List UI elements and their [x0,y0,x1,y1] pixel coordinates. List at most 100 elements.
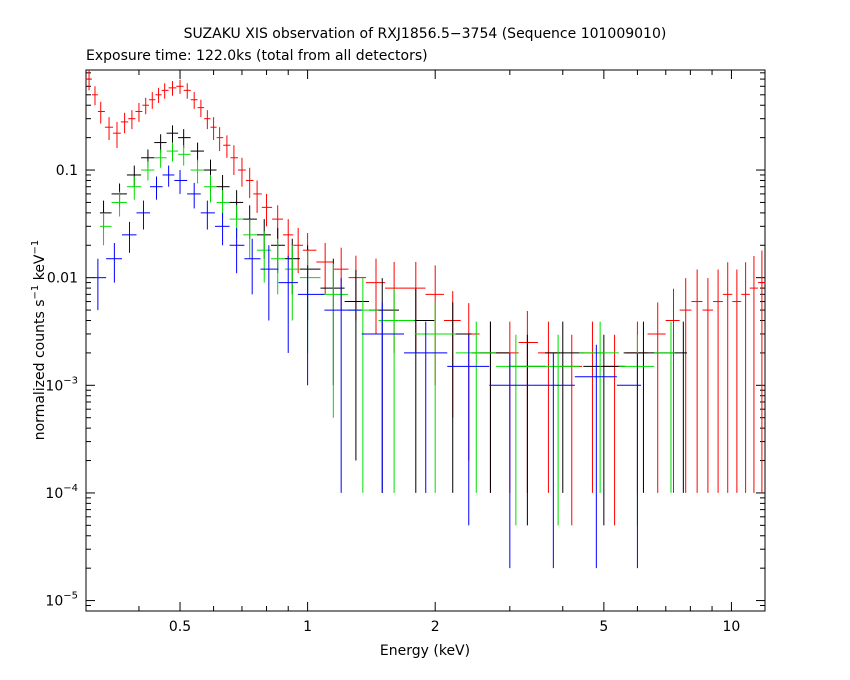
data-point [214,212,230,246]
y-axis-ticks: 10−5 10−4 10−3 0.01 0.1 [45,72,765,612]
data-point [210,117,217,141]
y-tick-label: 0.01 [47,271,78,287]
data-point [126,176,142,200]
data-point [712,269,723,493]
data-point [190,142,205,162]
data-point [174,170,188,194]
data-point [278,255,298,353]
data-point [316,242,334,295]
data-point [104,117,114,141]
data-point [378,288,415,493]
data-point [299,250,321,353]
y-axis-label-mid: keV [32,254,48,285]
data-point [187,182,201,209]
data-point [106,242,122,283]
y-axis-label-sup1: −1 [30,285,41,300]
data-point [722,262,733,493]
data-point [166,142,179,162]
y-axis-label-sup2: −1 [30,240,41,255]
data-point [583,334,624,526]
data-point [545,321,584,493]
data-point [162,165,175,187]
data-point [625,321,648,493]
data-point [168,81,177,96]
data-point [536,334,580,526]
data-point [204,174,217,203]
data-point [99,200,112,230]
data-point [244,238,261,295]
data-point [253,180,262,213]
data-point [141,161,155,181]
data-point [496,334,537,526]
y-tick-label: 10−5 [45,591,78,610]
data-point [385,261,405,353]
data-point [113,121,121,149]
data-point [691,269,703,493]
data-point [183,83,191,99]
data-point [574,344,617,569]
data-series-2 [99,125,687,526]
data-point [434,302,472,493]
data-point [161,83,169,99]
data-point [732,269,742,493]
data-point [403,321,448,493]
data-point [603,334,626,526]
data-point [297,265,325,386]
data-point [120,112,129,134]
data-point [190,159,205,184]
data-point [455,321,497,493]
data-point [531,353,575,569]
data-point [414,302,456,493]
data-point [176,79,184,94]
data-point [320,263,349,418]
x-axis-label: Energy (keV) [380,643,470,659]
data-point [293,227,303,274]
x-tick-label: 10 [723,619,741,635]
data-point [136,200,150,230]
data-point [204,110,211,130]
data-point [154,149,167,168]
data-point [679,278,692,493]
x-axis-ticks: 0.5 1 2 5 10 [85,70,741,635]
data-point [616,353,642,569]
data-point [282,219,294,259]
data-point [190,92,198,109]
data-point [223,135,231,158]
chart-subtitle: Exposure time: 122.0ks (total from all d… [86,48,428,64]
data-point [260,245,279,321]
data-point [447,334,490,526]
data-point [92,86,98,106]
data-point [230,145,238,175]
data-point [654,321,675,493]
data-point [121,221,137,253]
y-axis-label: normalized counts s−1 keV−1 [30,240,48,441]
data-point [229,227,245,274]
data-point [324,278,362,493]
data-point [128,110,136,130]
data-point [361,302,404,493]
y-tick-label: 10−3 [45,375,78,394]
data-point [111,191,127,217]
data-point [166,125,179,143]
data-point [270,238,285,295]
chart-title: SUZAKU XIS observation of RXJ1856.5−3754… [184,26,667,42]
data-point [178,145,191,166]
data-point [579,321,619,493]
data-point [178,129,191,149]
data-point [618,334,655,526]
data-point [404,261,426,353]
data-point [155,87,162,103]
data-point [757,250,766,493]
data-point [665,288,680,493]
data-point [663,321,687,493]
data-point [237,157,246,187]
data-point [197,99,205,118]
x-tick-label: 2 [431,619,440,635]
data-point [302,233,317,278]
y-tick-label: 10−4 [45,483,78,502]
data-point [518,311,538,493]
data-point [97,101,105,124]
data-point [344,269,370,461]
data-point [749,255,758,493]
data-point [479,321,501,493]
